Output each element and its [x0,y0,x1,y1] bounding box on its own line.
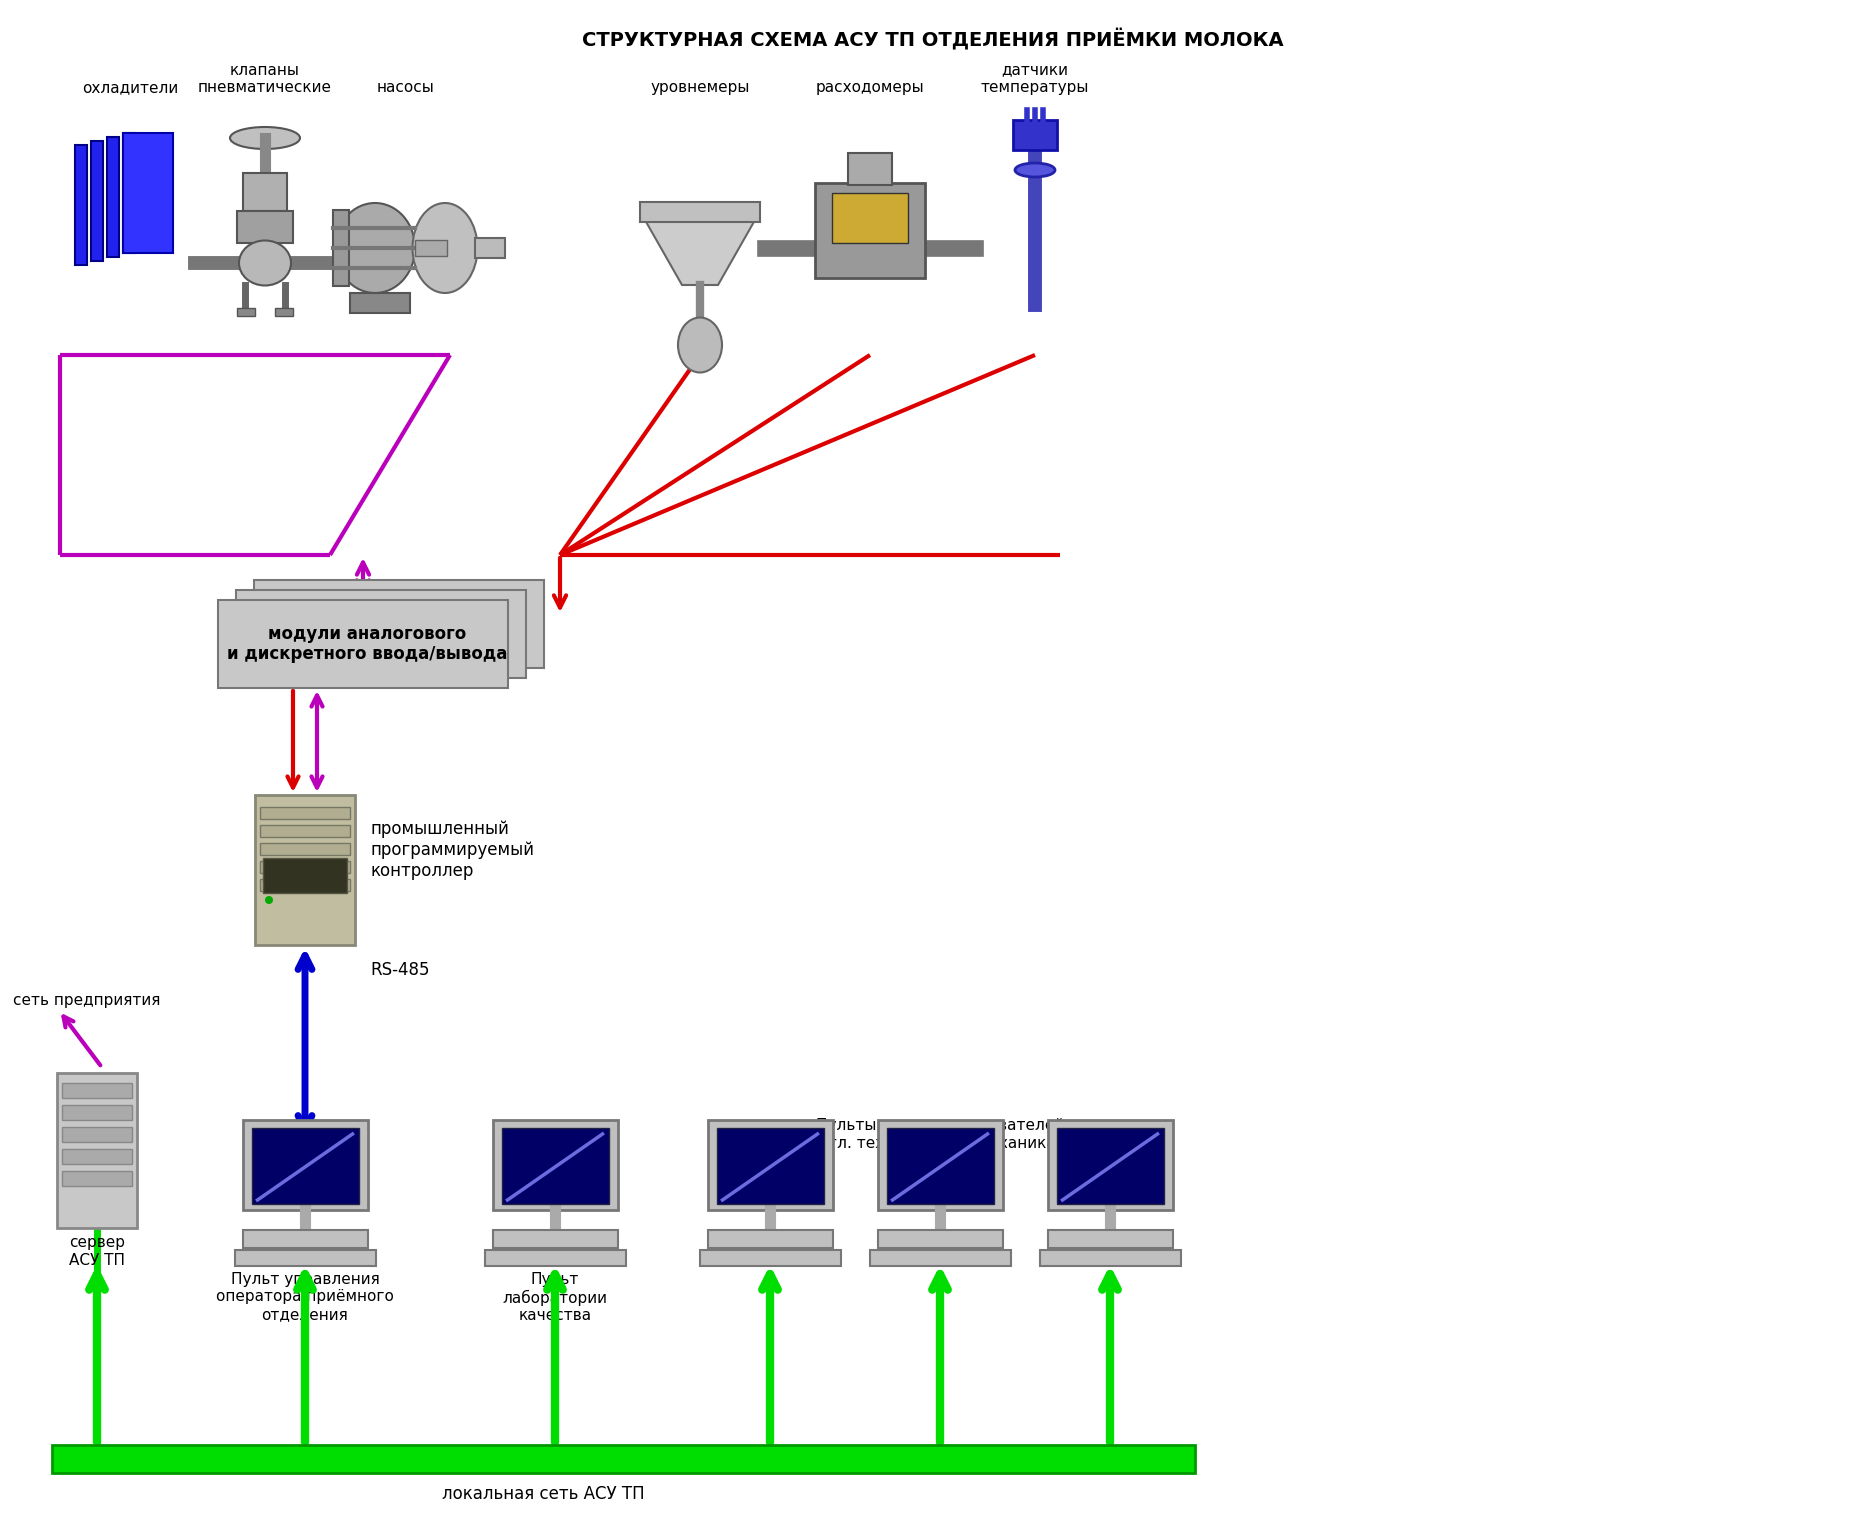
Ellipse shape [229,127,300,148]
Bar [1048,1120,1172,1210]
Bar [62,1170,132,1185]
Ellipse shape [412,203,477,294]
Bar [237,210,293,244]
Text: локальная сеть АСУ ТП: локальная сеть АСУ ТП [442,1485,645,1503]
Bar [75,145,88,265]
Bar [274,307,293,316]
Bar [259,825,350,837]
Bar [848,153,891,185]
Bar [1048,1229,1172,1248]
Text: модули аналогового
и дискретного ввода/вывода: модули аналогового и дискретного ввода/в… [227,625,507,663]
Text: Пульт управления
оператора приёмного
отделения: Пульт управления оператора приёмного отд… [216,1272,393,1322]
Bar [259,861,350,874]
Bar [91,141,103,260]
Bar [878,1120,1003,1210]
Bar [62,1083,132,1098]
Ellipse shape [336,203,416,294]
Ellipse shape [1014,164,1055,177]
Bar [869,1251,1010,1266]
Bar [831,192,908,244]
Text: датчики
температуры: датчики температуры [980,62,1089,95]
Bar [699,1251,841,1266]
Bar [350,294,410,313]
Text: клапаны
пневматические: клапаны пневматические [198,62,332,95]
Ellipse shape [239,241,291,286]
Bar [242,173,287,210]
Bar [485,1251,624,1266]
Bar [52,1444,1195,1473]
Bar [259,807,350,819]
Bar [242,1120,367,1210]
Bar [62,1126,132,1142]
Bar [878,1229,1003,1248]
Circle shape [265,896,272,904]
Text: RS-485: RS-485 [369,961,429,980]
Bar [237,590,526,678]
Bar [123,133,173,253]
Bar [706,1120,831,1210]
Text: сеть предприятия: сеть предприятия [13,993,160,1007]
Bar [501,1128,608,1204]
Ellipse shape [678,318,721,372]
Bar [254,580,544,668]
Bar [1012,120,1057,150]
Bar [475,238,505,257]
Polygon shape [645,220,755,285]
Text: Пульт
лаборатории
качества: Пульт лаборатории качества [501,1272,608,1323]
Bar [1038,1251,1180,1266]
Text: расходомеры: расходомеры [815,80,925,95]
Bar [252,1128,358,1204]
Bar [106,136,119,257]
Text: промышленный
программируемый
контроллер: промышленный программируемый контроллер [369,821,533,880]
Bar [62,1149,132,1163]
Bar [242,1229,367,1248]
Bar [1055,1128,1163,1204]
Bar [815,183,925,279]
Text: насосы: насосы [377,80,434,95]
Bar [259,880,350,892]
Bar [639,201,761,223]
Bar [259,843,350,855]
Bar [885,1128,994,1204]
Bar [492,1229,617,1248]
Bar [255,795,354,945]
Bar [62,1105,132,1119]
Bar [416,241,447,256]
Bar [492,1120,617,1210]
Text: уровнемеры: уровнемеры [651,80,749,95]
Text: охладители: охладители [82,80,179,95]
Bar [237,307,255,316]
Bar [706,1229,831,1248]
Bar [334,210,349,286]
Text: СТРУКТУРНАЯ СХЕМА АСУ ТП ОТДЕЛЕНИЯ ПРИЁМКИ МОЛОКА: СТРУКТУРНАЯ СХЕМА АСУ ТП ОТДЕЛЕНИЯ ПРИЁМ… [582,27,1282,50]
Text: сервер
АСУ ТП: сервер АСУ ТП [69,1235,125,1267]
Bar [263,858,347,893]
Text: Пульты других пользователей
(отдел гл. технолога, гл. механика и т.д.): Пульты других пользователей (отдел гл. т… [770,1117,1109,1151]
Bar [58,1072,136,1228]
Bar [235,1251,375,1266]
Bar [218,600,507,687]
Bar [123,133,134,253]
Bar [716,1128,824,1204]
